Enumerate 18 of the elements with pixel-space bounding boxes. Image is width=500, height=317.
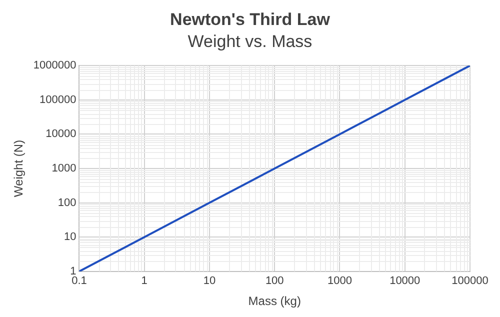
y-tick-label: 1000: [52, 162, 76, 175]
y-tick-label: 100000: [40, 94, 76, 106]
x-tick-label: 100000: [452, 275, 488, 288]
x-tick-label: 100: [265, 275, 284, 288]
x-tick-label: 10: [203, 275, 216, 288]
y-tick-label: 100: [58, 196, 76, 209]
x-tick-label: 10000: [390, 275, 420, 288]
x-tick-label: 1: [141, 275, 148, 288]
y-tick-label: 1000000: [33, 60, 76, 72]
y-axis-title: Weight (N): [12, 140, 26, 198]
y-tick-label: 10: [64, 231, 76, 244]
y-tick-label: 10000: [46, 128, 76, 140]
chart-title: Newton's Third Law: [169, 10, 331, 30]
y-tick-label: 1: [70, 265, 76, 278]
chart-subtitle: Weight vs. Mass: [186, 32, 314, 52]
x-axis-title: Mass (kg): [248, 294, 301, 308]
x-tick-label: 1000: [328, 275, 352, 288]
x-tick-label: 0.1: [72, 275, 87, 288]
